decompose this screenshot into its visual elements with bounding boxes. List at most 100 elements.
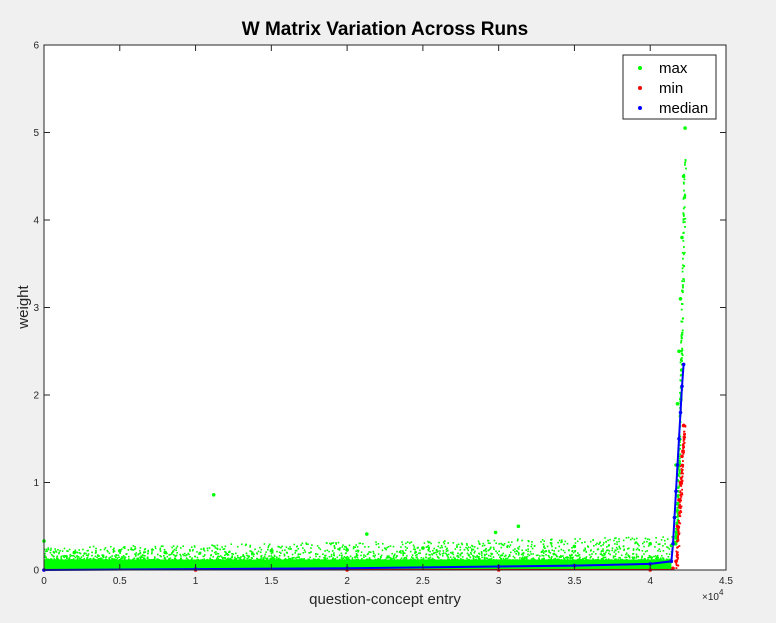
max-band-speck — [291, 556, 294, 559]
max-band-speck — [189, 550, 191, 552]
max-band-speck — [561, 541, 563, 543]
median-point — [677, 437, 681, 441]
max-band-speck — [216, 548, 219, 550]
min-spike-speck — [680, 493, 682, 496]
max-band-speck — [657, 543, 660, 545]
max-band-speck — [191, 549, 194, 552]
max-band-speck — [451, 552, 453, 555]
max-band-speck — [248, 555, 250, 557]
max-band-speck — [602, 544, 604, 546]
max-band-speck — [257, 550, 260, 553]
max-spike-speck — [679, 379, 682, 382]
max-band-speck — [429, 550, 431, 553]
max-band-speck — [570, 557, 573, 559]
max-band-speck — [650, 559, 653, 562]
max-band-speck — [203, 548, 205, 551]
max-band-speck — [308, 558, 310, 561]
max-band-speck — [62, 555, 64, 557]
max-band-speck — [445, 552, 447, 555]
max-band-speck — [235, 557, 237, 560]
max-band-speck — [623, 549, 625, 552]
max-band-speck — [299, 553, 302, 556]
max-band-speck — [578, 554, 580, 556]
max-band-speck — [522, 558, 524, 561]
max-band-speck — [124, 559, 126, 561]
max-band-speck — [216, 544, 219, 547]
max-band-speck — [303, 549, 306, 551]
max-band-speck — [153, 558, 156, 560]
max-band-speck — [305, 542, 307, 544]
max-band-speck — [662, 558, 665, 561]
max-spike-speck — [682, 207, 685, 210]
max-band-speck — [550, 559, 552, 561]
y-axis-label: weight — [15, 284, 32, 329]
max-band-speck — [177, 559, 179, 562]
max-band-speck — [471, 549, 473, 552]
max-band-speck — [341, 546, 344, 548]
max-band-speck — [289, 548, 291, 550]
max-band-speck — [193, 545, 196, 547]
max-band-speck — [548, 555, 550, 557]
max-band-speck — [566, 558, 569, 561]
min-spike-speck — [683, 435, 686, 437]
max-band-speck — [430, 542, 432, 545]
max-spike-speck — [679, 435, 682, 438]
max-band-speck — [291, 558, 294, 560]
median-point — [669, 559, 674, 564]
max-band-speck — [542, 549, 544, 551]
max-band-speck — [531, 559, 534, 562]
x-tick-label: 4.5 — [719, 576, 733, 587]
max-band-speck — [415, 551, 417, 553]
max-band-speck — [363, 556, 365, 558]
max-band-speck — [627, 548, 629, 550]
legend-label-max: max — [659, 60, 688, 77]
max-band-speck — [323, 556, 325, 559]
max-band-speck — [406, 541, 409, 543]
max-band-speck — [585, 550, 587, 553]
max-band-speck — [400, 552, 402, 554]
max-band-speck — [416, 553, 418, 556]
max-band-speck — [122, 555, 125, 557]
max-band-speck — [643, 553, 645, 555]
max-band-speck — [442, 550, 445, 552]
max-band-speck — [545, 554, 547, 556]
max-band-speck — [585, 559, 587, 561]
median-point — [680, 384, 684, 389]
max-band-speck — [403, 552, 406, 554]
max-band-speck — [263, 555, 266, 558]
max-band-speck — [405, 542, 407, 545]
max-band-speck — [543, 552, 545, 554]
max-band-speck — [386, 546, 388, 549]
max-band-speck — [652, 559, 655, 561]
max-band-speck — [576, 540, 579, 543]
max-band-speck — [579, 538, 581, 540]
max-band-speck — [273, 554, 276, 557]
max-band-speck — [356, 554, 359, 556]
min-spike-speck — [678, 520, 680, 522]
max-band-speck — [63, 556, 65, 559]
max-band-speck — [357, 549, 360, 552]
max-band-speck — [132, 549, 134, 551]
max-band-speck — [285, 546, 288, 548]
max-band-speck — [413, 548, 415, 550]
max-band-speck — [492, 546, 495, 549]
max-band-speck — [303, 559, 305, 561]
max-band-speck — [368, 558, 371, 561]
max-band-speck — [506, 546, 509, 549]
max-band-speck — [558, 556, 561, 558]
max-band-speck — [616, 541, 618, 543]
max-band-speck — [420, 559, 423, 561]
max-band-speck — [97, 555, 99, 558]
max-band-speck — [388, 555, 390, 557]
max-band-speck — [649, 555, 652, 558]
max-band-speck — [260, 557, 263, 559]
max-band-speck — [600, 545, 602, 547]
max-band-speck — [566, 542, 569, 545]
max-band-speck — [304, 551, 307, 553]
max-band-speck — [316, 553, 319, 556]
max-band-speck — [567, 556, 570, 559]
max-band-speck — [403, 557, 405, 560]
max-band-speck — [558, 539, 561, 542]
max-band-speck — [558, 558, 560, 561]
max-spike-speck — [681, 352, 683, 355]
